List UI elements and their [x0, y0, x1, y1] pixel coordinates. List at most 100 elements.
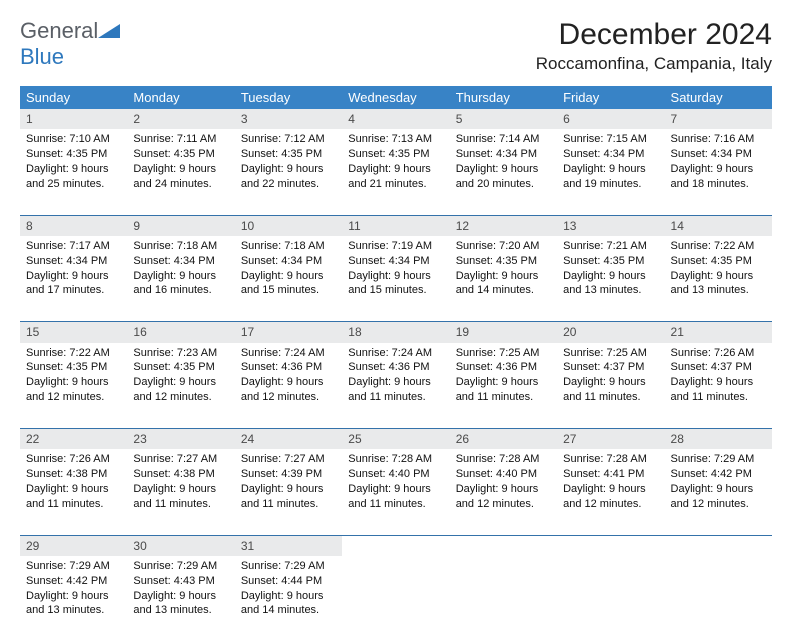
sunrise-line: Sunrise: 7:16 AM [671, 132, 766, 147]
daylight-line: Daylight: 9 hours and 13 minutes. [563, 269, 658, 299]
sunset-line: Sunset: 4:41 PM [563, 467, 658, 482]
daylight-line: Daylight: 9 hours and 21 minutes. [348, 162, 443, 192]
day-cell: Sunrise: 7:21 AMSunset: 4:35 PMDaylight:… [557, 236, 664, 322]
sunrise-line: Sunrise: 7:10 AM [26, 132, 121, 147]
calendar-table: SundayMondayTuesdayWednesdayThursdayFrid… [20, 86, 772, 642]
sunset-line: Sunset: 4:35 PM [26, 147, 121, 162]
location: Roccamonfina, Campania, Italy [536, 54, 772, 74]
daylight-line: Daylight: 9 hours and 12 minutes. [26, 375, 121, 405]
sunset-line: Sunset: 4:35 PM [133, 147, 228, 162]
sunrise-line: Sunrise: 7:18 AM [133, 239, 228, 254]
daynum-row: 15161718192021 [20, 322, 772, 343]
daylight-line: Daylight: 9 hours and 14 minutes. [241, 589, 336, 619]
logo-text: General Blue [20, 18, 120, 70]
day-number: 6 [557, 109, 664, 129]
day-header: Monday [127, 86, 234, 109]
day-number: 18 [342, 322, 449, 343]
sunset-line: Sunset: 4:37 PM [671, 360, 766, 375]
daylight-line: Daylight: 9 hours and 11 minutes. [671, 375, 766, 405]
daylight-line: Daylight: 9 hours and 11 minutes. [456, 375, 551, 405]
daylight-line: Daylight: 9 hours and 11 minutes. [348, 375, 443, 405]
sunrise-line: Sunrise: 7:29 AM [26, 559, 121, 574]
day-cell: Sunrise: 7:11 AMSunset: 4:35 PMDaylight:… [127, 129, 234, 215]
day-cell [450, 556, 557, 642]
sunrise-line: Sunrise: 7:29 AM [671, 452, 766, 467]
daylight-line: Daylight: 9 hours and 11 minutes. [563, 375, 658, 405]
day-cell: Sunrise: 7:28 AMSunset: 4:40 PMDaylight:… [342, 449, 449, 535]
sunset-line: Sunset: 4:36 PM [348, 360, 443, 375]
sunrise-line: Sunrise: 7:14 AM [456, 132, 551, 147]
sunrise-line: Sunrise: 7:17 AM [26, 239, 121, 254]
logo-blue: Blue [20, 44, 64, 69]
daylight-line: Daylight: 9 hours and 13 minutes. [133, 589, 228, 619]
day-number [342, 535, 449, 556]
day-number: 3 [235, 109, 342, 129]
logo: General Blue [20, 18, 120, 70]
day-header: Sunday [20, 86, 127, 109]
sunset-line: Sunset: 4:34 PM [133, 254, 228, 269]
month-title: December 2024 [536, 18, 772, 52]
day-cell: Sunrise: 7:25 AMSunset: 4:37 PMDaylight:… [557, 343, 664, 429]
day-cell: Sunrise: 7:23 AMSunset: 4:35 PMDaylight:… [127, 343, 234, 429]
day-header-row: SundayMondayTuesdayWednesdayThursdayFrid… [20, 86, 772, 109]
day-cell: Sunrise: 7:22 AMSunset: 4:35 PMDaylight:… [665, 236, 772, 322]
day-number: 27 [557, 429, 664, 450]
sunset-line: Sunset: 4:36 PM [456, 360, 551, 375]
sunrise-line: Sunrise: 7:19 AM [348, 239, 443, 254]
daylight-line: Daylight: 9 hours and 11 minutes. [348, 482, 443, 512]
day-cell: Sunrise: 7:13 AMSunset: 4:35 PMDaylight:… [342, 129, 449, 215]
day-number: 26 [450, 429, 557, 450]
day-body-row: Sunrise: 7:10 AMSunset: 4:35 PMDaylight:… [20, 129, 772, 215]
daylight-line: Daylight: 9 hours and 17 minutes. [26, 269, 121, 299]
sunset-line: Sunset: 4:43 PM [133, 574, 228, 589]
daylight-line: Daylight: 9 hours and 18 minutes. [671, 162, 766, 192]
day-number: 19 [450, 322, 557, 343]
sunrise-line: Sunrise: 7:27 AM [133, 452, 228, 467]
daylight-line: Daylight: 9 hours and 12 minutes. [456, 482, 551, 512]
day-header: Thursday [450, 86, 557, 109]
sunset-line: Sunset: 4:40 PM [456, 467, 551, 482]
sunset-line: Sunset: 4:40 PM [348, 467, 443, 482]
day-number [557, 535, 664, 556]
sunset-line: Sunset: 4:34 PM [671, 147, 766, 162]
daylight-line: Daylight: 9 hours and 11 minutes. [241, 482, 336, 512]
daylight-line: Daylight: 9 hours and 13 minutes. [26, 589, 121, 619]
sunset-line: Sunset: 4:35 PM [563, 254, 658, 269]
day-number: 8 [20, 215, 127, 236]
daylight-line: Daylight: 9 hours and 24 minutes. [133, 162, 228, 192]
sunset-line: Sunset: 4:34 PM [563, 147, 658, 162]
day-number: 20 [557, 322, 664, 343]
day-number: 25 [342, 429, 449, 450]
daylight-line: Daylight: 9 hours and 14 minutes. [456, 269, 551, 299]
day-number: 28 [665, 429, 772, 450]
daylight-line: Daylight: 9 hours and 16 minutes. [133, 269, 228, 299]
daylight-line: Daylight: 9 hours and 12 minutes. [671, 482, 766, 512]
day-number: 5 [450, 109, 557, 129]
daynum-row: 1234567 [20, 109, 772, 129]
sunset-line: Sunset: 4:39 PM [241, 467, 336, 482]
day-cell: Sunrise: 7:29 AMSunset: 4:43 PMDaylight:… [127, 556, 234, 642]
day-cell: Sunrise: 7:15 AMSunset: 4:34 PMDaylight:… [557, 129, 664, 215]
day-cell: Sunrise: 7:26 AMSunset: 4:37 PMDaylight:… [665, 343, 772, 429]
sunset-line: Sunset: 4:38 PM [133, 467, 228, 482]
daynum-row: 891011121314 [20, 215, 772, 236]
day-number [665, 535, 772, 556]
day-number: 4 [342, 109, 449, 129]
daylight-line: Daylight: 9 hours and 13 minutes. [671, 269, 766, 299]
logo-triangle-icon [98, 18, 120, 44]
sunset-line: Sunset: 4:35 PM [241, 147, 336, 162]
sunset-line: Sunset: 4:35 PM [348, 147, 443, 162]
day-number: 13 [557, 215, 664, 236]
daylight-line: Daylight: 9 hours and 20 minutes. [456, 162, 551, 192]
sunrise-line: Sunrise: 7:18 AM [241, 239, 336, 254]
day-cell: Sunrise: 7:29 AMSunset: 4:44 PMDaylight:… [235, 556, 342, 642]
day-number: 12 [450, 215, 557, 236]
daylight-line: Daylight: 9 hours and 11 minutes. [133, 482, 228, 512]
sunrise-line: Sunrise: 7:26 AM [671, 346, 766, 361]
daylight-line: Daylight: 9 hours and 11 minutes. [26, 482, 121, 512]
sunset-line: Sunset: 4:35 PM [26, 360, 121, 375]
day-cell: Sunrise: 7:29 AMSunset: 4:42 PMDaylight:… [665, 449, 772, 535]
daylight-line: Daylight: 9 hours and 15 minutes. [241, 269, 336, 299]
daynum-row: 22232425262728 [20, 429, 772, 450]
day-number: 2 [127, 109, 234, 129]
